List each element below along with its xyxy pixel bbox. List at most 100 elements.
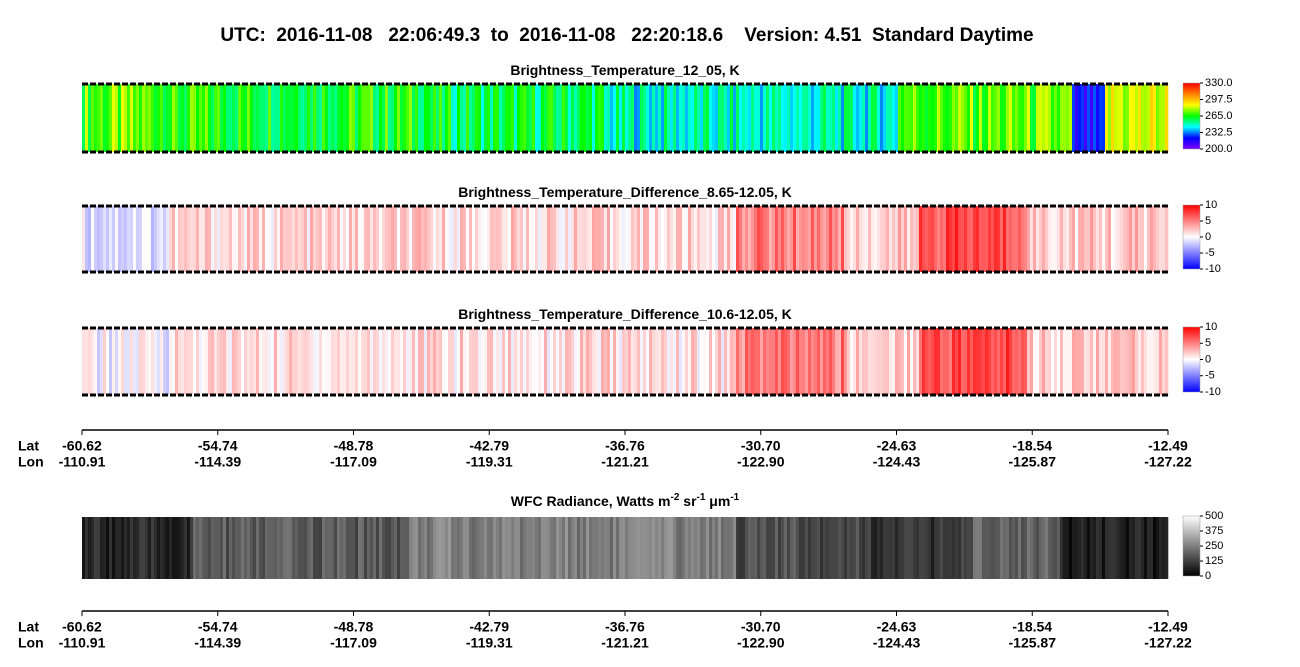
strip-column xyxy=(364,84,368,152)
strip-column xyxy=(742,328,746,395)
strip-column xyxy=(124,206,128,272)
strip-column xyxy=(1000,84,1004,152)
strip-column xyxy=(199,84,203,152)
strip-column xyxy=(391,206,395,272)
strip-column xyxy=(994,328,998,395)
strip-column xyxy=(352,328,356,395)
strip-column xyxy=(1090,84,1094,152)
strip-column xyxy=(145,517,149,579)
strip-column xyxy=(700,206,704,272)
strip-column xyxy=(1123,328,1127,395)
strip-column xyxy=(373,517,377,579)
strip-column xyxy=(1147,206,1151,272)
strip-column xyxy=(601,206,605,272)
strip-column xyxy=(496,206,500,272)
strip-column xyxy=(196,328,200,395)
strip-column xyxy=(961,517,965,579)
strip-column xyxy=(253,206,257,272)
strip-column xyxy=(490,206,494,272)
strip-column xyxy=(1060,517,1064,579)
strip-column xyxy=(250,84,254,152)
strip-column xyxy=(877,84,881,152)
strip-column xyxy=(250,206,254,272)
strip-column xyxy=(406,517,410,579)
strip-column xyxy=(805,517,809,579)
strip-column xyxy=(1033,84,1037,152)
strip-column xyxy=(763,328,767,395)
strip-column xyxy=(934,517,938,579)
strip-column xyxy=(577,517,581,579)
strip-column xyxy=(280,84,284,152)
strip-column xyxy=(646,517,650,579)
strip-column xyxy=(835,517,839,579)
strip-column xyxy=(217,206,221,272)
strip-column xyxy=(439,328,443,395)
strip-column xyxy=(109,206,113,272)
strip-column xyxy=(697,206,701,272)
strip-column xyxy=(736,517,740,579)
strip-column xyxy=(484,517,488,579)
strip-column xyxy=(1057,517,1061,579)
strip-column xyxy=(1009,206,1013,272)
strip-column xyxy=(118,84,122,152)
strip-column xyxy=(244,84,248,152)
strip-column xyxy=(733,328,737,395)
strip-column xyxy=(94,84,98,152)
strip-column xyxy=(199,328,203,395)
strip-column xyxy=(538,328,542,395)
lon-tick-label: -124.43 xyxy=(873,454,921,470)
strip-column xyxy=(124,328,128,395)
strip-column xyxy=(619,517,623,579)
strip-column xyxy=(382,84,386,152)
strip-column xyxy=(862,84,866,152)
strip-column xyxy=(994,517,998,579)
strip-column xyxy=(157,84,161,152)
strip-column xyxy=(607,206,611,272)
strip-column xyxy=(640,328,644,395)
strip-column xyxy=(694,517,698,579)
strip-column xyxy=(352,517,356,579)
strip-column xyxy=(565,328,569,395)
strip-column xyxy=(451,328,455,395)
strip-column xyxy=(1129,517,1133,579)
strip-column xyxy=(439,84,443,152)
strip-column xyxy=(961,84,965,152)
strip-column xyxy=(883,84,887,152)
strip-column xyxy=(172,84,176,152)
strip-column xyxy=(634,328,638,395)
strip-column xyxy=(1033,517,1037,579)
strip-column xyxy=(913,328,917,395)
strip-column xyxy=(589,84,593,152)
strip-column xyxy=(223,517,227,579)
strip-column xyxy=(115,206,119,272)
strip-column xyxy=(646,328,650,395)
strip-column xyxy=(856,84,860,152)
strip-column xyxy=(1093,84,1097,152)
strip-column xyxy=(514,517,518,579)
strip-column xyxy=(1105,206,1109,272)
strip-column xyxy=(319,328,323,395)
strip-column xyxy=(856,328,860,395)
strip-column xyxy=(94,328,98,395)
strip-column xyxy=(559,517,563,579)
strip-column xyxy=(718,206,722,272)
strip-column xyxy=(538,206,542,272)
strip-column xyxy=(1099,328,1103,395)
strip-column xyxy=(829,517,833,579)
strip-column xyxy=(799,328,803,395)
strip-column xyxy=(1087,206,1091,272)
strip-column xyxy=(856,206,860,272)
strip-column xyxy=(337,517,341,579)
strip-column xyxy=(559,328,563,395)
strip-column xyxy=(778,517,782,579)
strip-column xyxy=(106,328,110,395)
strip-column xyxy=(340,84,344,152)
strip-column xyxy=(502,517,506,579)
strip-column xyxy=(298,328,302,395)
strip-column xyxy=(313,517,317,579)
strip-column xyxy=(265,206,269,272)
strip-column xyxy=(622,328,626,395)
strip-column xyxy=(319,517,323,579)
strip-column xyxy=(808,328,812,395)
